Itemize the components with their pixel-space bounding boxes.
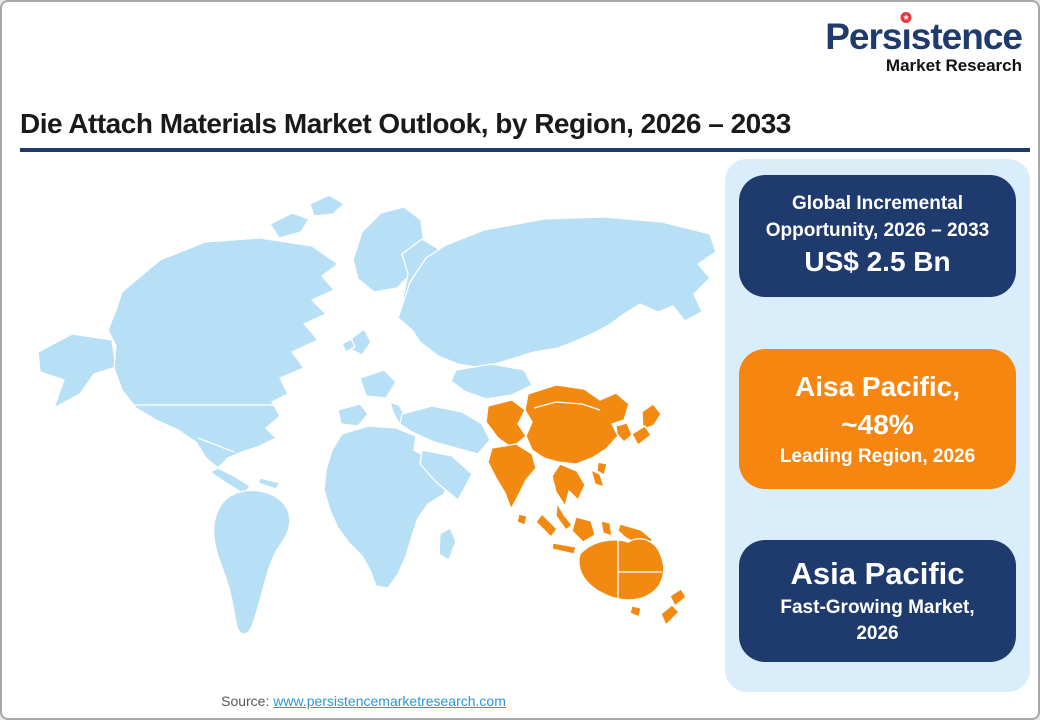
island-madagascar (438, 527, 457, 561)
arctic-island-1 (269, 212, 310, 239)
source-link[interactable]: www.persistencemarketresearch.com (273, 693, 506, 709)
region-malay-peninsula (555, 502, 573, 531)
island-britain (351, 328, 372, 356)
card-fast-growing: Asia Pacific Fast-Growing Market, 2026 (739, 540, 1016, 662)
fast-growing-subtitle: Fast-Growing Market, (780, 596, 975, 618)
arctic-island-2 (309, 194, 345, 217)
logo-subtitle: Market Research (885, 56, 1022, 75)
island-java (551, 542, 577, 555)
region-india (487, 443, 537, 510)
island-philippines (590, 469, 605, 488)
region-korea (615, 422, 633, 443)
continent-north-america (107, 237, 339, 469)
title-underline (20, 148, 1030, 152)
island-sumatra (535, 513, 558, 538)
island-taiwan (596, 461, 608, 476)
island-new-zealand-north (669, 588, 687, 607)
logo-brand-pre: Pers (825, 16, 902, 57)
island-tasmania (629, 605, 642, 618)
page-title: Die Attach Materials Market Outlook, by … (20, 108, 791, 139)
island-borneo (571, 516, 596, 543)
region-kazakhstan (450, 363, 533, 400)
fast-growing-title: Asia Pacific (790, 556, 965, 592)
logo-brand-text: Pers ★ ıstence (825, 12, 1023, 57)
logo-brand-post: stence (910, 16, 1023, 57)
region-indochina (551, 463, 586, 507)
opportunity-line2: Opportunity, 2026 – 2033 (765, 219, 990, 241)
base-regions (37, 194, 717, 635)
region-australia (578, 538, 665, 601)
world-map (20, 162, 720, 677)
logo-star-icon: ★ (900, 12, 912, 23)
opportunity-value: US$ 2.5 Bn (804, 246, 951, 278)
island-sulawesi (600, 520, 613, 537)
logo-brand-i: ı (901, 16, 911, 57)
region-china-mongolia (524, 384, 630, 465)
island-cuba (257, 477, 281, 490)
leading-region-title: Aisa Pacific, (795, 370, 960, 402)
region-asia-pacific-highlight (485, 384, 687, 626)
continent-south-america (212, 489, 291, 635)
fast-growing-year: 2026 (856, 623, 899, 645)
logo: Pers ★ ıstence Market Research (825, 12, 1023, 75)
region-russia (397, 216, 717, 369)
region-alaska (37, 333, 117, 409)
island-new-zealand-south (660, 604, 680, 626)
region-iberia (337, 403, 369, 427)
island-ireland (341, 338, 356, 353)
region-middle-east (399, 405, 491, 455)
region-central-europe (359, 369, 397, 399)
region-central-america (209, 467, 251, 495)
border-mongolia (533, 401, 601, 411)
card-global-opportunity: Global Incremental Opportunity, 2026 – 2… (739, 175, 1016, 297)
island-japan-south (631, 425, 652, 446)
border-mexico (197, 437, 235, 453)
world-map-svg (37, 194, 717, 635)
card-leading-region: Aisa Pacific, ~48% Leading Region, 2026 (739, 349, 1016, 489)
leading-region-subtitle: Leading Region, 2026 (779, 445, 976, 467)
region-arabia (419, 449, 473, 501)
leading-region-value: ~48% (841, 408, 914, 440)
country-borders (116, 401, 662, 600)
continent-africa (323, 425, 451, 589)
region-central-asia (485, 399, 527, 449)
opportunity-line1: Global Incremental (791, 193, 964, 215)
island-sri-lanka (516, 513, 528, 526)
source-label: Source: (221, 693, 270, 709)
stats-panel: Global Incremental Opportunity, 2026 – 2… (725, 159, 1030, 692)
source-line: Source: www.persistencemarketresearch.co… (2, 693, 725, 709)
